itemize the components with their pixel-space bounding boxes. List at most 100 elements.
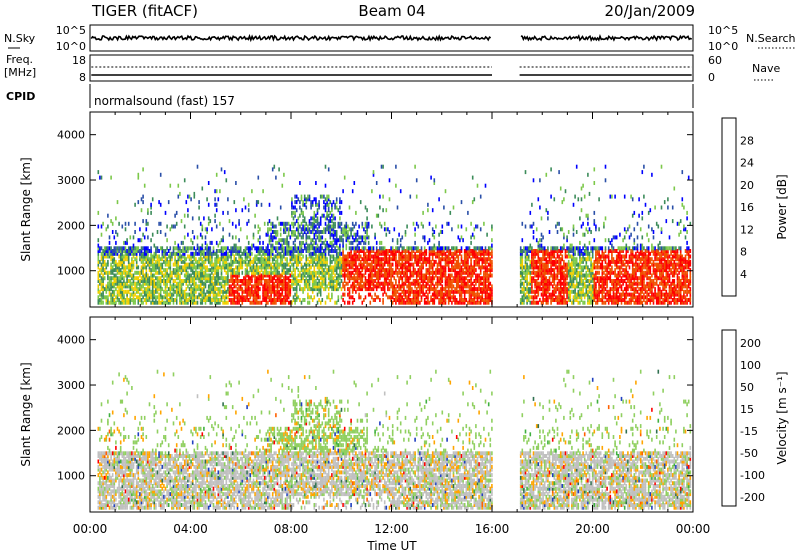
power-cell <box>227 287 229 291</box>
power-cell <box>277 241 279 245</box>
power-cell <box>240 246 242 250</box>
power-cell <box>248 246 250 250</box>
power-cell <box>360 249 362 253</box>
power-cell <box>432 298 434 302</box>
power-cell <box>339 222 341 226</box>
power-cell <box>197 301 199 305</box>
power-cell <box>163 268 165 272</box>
power-cell <box>376 181 378 185</box>
power-cell <box>366 249 368 253</box>
power-cell <box>456 271 458 275</box>
power-cell <box>283 222 285 226</box>
power-cell <box>282 244 284 248</box>
power-cell <box>312 238 314 242</box>
power-cell <box>458 301 460 305</box>
power-cell <box>349 235 351 239</box>
power-cell <box>248 298 250 302</box>
power-cell <box>294 211 296 215</box>
power-cell <box>358 263 360 267</box>
power-cell <box>170 184 172 188</box>
power-cell <box>221 167 223 171</box>
power-cell <box>178 244 180 248</box>
power-cell <box>394 249 396 253</box>
power-cell <box>438 197 440 201</box>
power-cell <box>301 195 303 199</box>
power-cell <box>533 290 535 294</box>
power-cell <box>331 260 333 264</box>
power-cell <box>434 271 436 275</box>
power-cell <box>235 265 237 269</box>
power-cell <box>430 295 432 299</box>
power-cell <box>226 290 228 294</box>
power-cell <box>277 230 279 234</box>
power-cell <box>451 301 453 305</box>
power-cell <box>107 282 109 286</box>
power-cell <box>440 257 442 261</box>
power-cell <box>270 263 272 267</box>
power-cell <box>286 235 288 239</box>
power-cell <box>162 279 164 283</box>
power-cell <box>389 249 391 253</box>
power-cell <box>101 252 103 256</box>
power-cell <box>520 298 522 302</box>
power-cell <box>219 287 221 291</box>
power-cell <box>472 176 474 180</box>
power-cell <box>142 246 144 250</box>
power-cell <box>408 276 410 280</box>
power-cell <box>432 208 434 212</box>
power-cell <box>466 282 468 286</box>
power-cell <box>246 252 248 256</box>
power-cell <box>187 271 189 275</box>
power-cell <box>275 225 277 229</box>
power-cell <box>150 203 152 207</box>
power-cell <box>235 244 237 248</box>
power-cell <box>520 246 522 250</box>
power-cell <box>299 279 301 283</box>
power-cell <box>354 274 356 278</box>
power-cell <box>186 257 188 261</box>
power-cell <box>294 222 296 226</box>
power-cell <box>219 241 221 245</box>
power-cell <box>490 257 492 261</box>
power-cell <box>242 257 244 261</box>
power-cell <box>115 216 117 220</box>
power-cell <box>126 249 128 253</box>
power-cell <box>110 293 112 297</box>
power-cell <box>330 216 332 220</box>
power-cell <box>307 257 309 261</box>
power-cell <box>278 271 280 275</box>
power-cell <box>382 282 384 286</box>
power-cell <box>349 301 351 305</box>
power-cell <box>475 246 477 250</box>
power-cell <box>98 170 100 174</box>
power-cell <box>227 246 229 250</box>
power-cell <box>256 200 258 204</box>
power-cell <box>218 197 220 201</box>
power-cell <box>370 293 372 297</box>
power-cell <box>267 279 269 283</box>
power-cell <box>211 298 213 302</box>
power-cell <box>365 235 367 239</box>
power-cell <box>141 208 143 212</box>
power-cell <box>406 265 408 269</box>
power-cell <box>381 165 383 169</box>
power-cell <box>546 208 548 212</box>
power-cell <box>350 295 352 299</box>
power-cell <box>557 282 559 286</box>
power-cell <box>251 265 253 269</box>
power-cell <box>437 246 439 250</box>
power-cell <box>387 227 389 231</box>
power-cell <box>322 246 324 250</box>
power-cell <box>168 293 170 297</box>
power-cell <box>360 235 362 239</box>
power-cell <box>458 225 460 229</box>
power-cell <box>323 200 325 204</box>
power-cell <box>411 271 413 275</box>
power-cell <box>173 246 175 250</box>
power-cell <box>115 287 117 291</box>
power-cell <box>221 265 223 269</box>
power-cell <box>341 200 343 204</box>
power-cell <box>374 233 376 237</box>
power-cell <box>114 298 116 302</box>
power-cell <box>323 214 325 218</box>
